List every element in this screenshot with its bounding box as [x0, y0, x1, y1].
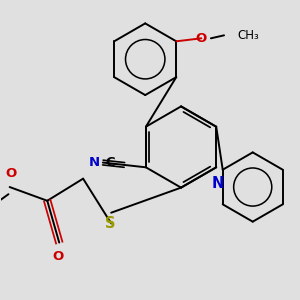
- Text: O: O: [52, 250, 64, 263]
- Text: C: C: [105, 156, 115, 169]
- Text: S: S: [105, 216, 115, 231]
- Text: O: O: [5, 167, 16, 180]
- Text: N: N: [89, 156, 100, 169]
- Text: N: N: [211, 176, 224, 191]
- Text: CH₃: CH₃: [237, 29, 259, 42]
- Text: O: O: [196, 32, 207, 45]
